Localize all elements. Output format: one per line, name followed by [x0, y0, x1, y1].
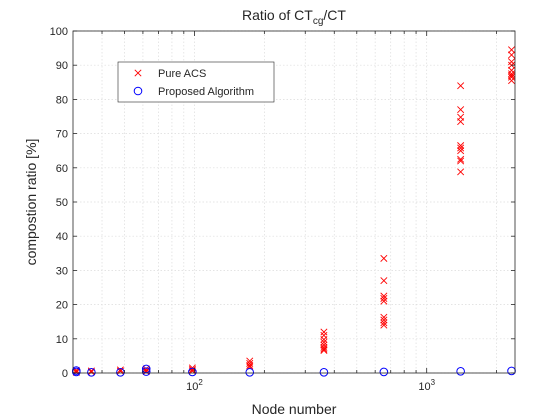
pure-acs-point — [457, 144, 465, 152]
proposed-algorithm-point — [87, 368, 96, 377]
y-tick-label: 70 — [56, 129, 68, 141]
pure-acs-point — [320, 343, 328, 351]
legend-marker-proposed-algorithm — [133, 86, 143, 96]
pure-acs-point — [457, 106, 465, 114]
proposed-algorithm-point — [319, 368, 329, 377]
pure-acs-point — [508, 70, 516, 78]
pure-acs-point — [508, 66, 516, 74]
y-tick-label: 40 — [56, 231, 68, 243]
legend: Pure ACS Proposed Algorithm — [117, 61, 275, 103]
y-tick-label: 100 — [50, 26, 68, 38]
pure-acs-point — [457, 168, 465, 176]
pure-acs-point — [508, 73, 516, 81]
pure-acs-point — [457, 155, 465, 163]
proposed-algorithm-point — [188, 367, 197, 377]
pure-acs-point — [508, 77, 516, 85]
pure-acs-point — [457, 142, 465, 150]
chart-title: Ratio of CTcg/CT — [242, 7, 346, 27]
legend-marker-pure-acs — [134, 69, 142, 77]
pure-acs-point — [508, 71, 516, 79]
y-tick-label: 0 — [62, 368, 68, 380]
pure-acs-point — [508, 46, 516, 54]
pure-acs-point — [320, 346, 328, 354]
pure-acs-point — [116, 366, 124, 374]
pure-acs-point — [380, 316, 388, 324]
y-tick-label: 20 — [56, 300, 68, 312]
legend-x-marker — [134, 69, 142, 77]
y-tick-label: 60 — [56, 163, 68, 175]
pure-acs-point — [320, 345, 328, 353]
pure-acs-point — [380, 294, 388, 302]
pure-acs-point — [380, 313, 388, 321]
y-tick-label: 10 — [56, 334, 68, 346]
pure-acs-point — [142, 365, 150, 373]
y-tick-label: 90 — [56, 60, 68, 72]
legend-o-marker — [133, 86, 143, 96]
y-tick-label: 80 — [56, 94, 68, 106]
pure-acs-point — [508, 51, 516, 59]
axis-ticks: 0 10 20 30 40 50 60 70 80 90 100 102 103 — [50, 26, 515, 393]
x-axis-label: Node number — [252, 401, 337, 417]
x-tick-label: 103 — [418, 378, 435, 393]
legend-box — [117, 61, 275, 103]
pure-acs-point — [87, 368, 95, 376]
proposed-algorithm-point — [141, 367, 151, 376]
proposed-algorithm-point — [379, 367, 389, 377]
proposed-algorithm-point — [456, 366, 465, 376]
pure-acs-point — [457, 157, 465, 165]
pure-acs-point — [457, 118, 465, 126]
pure-acs-point — [142, 368, 150, 376]
proposed-algorithm-point — [72, 366, 81, 375]
pure-acs-point — [457, 147, 465, 155]
y-tick-label: 50 — [56, 197, 68, 209]
pure-acs-point — [246, 361, 254, 369]
legend-label-pure-acs: Pure ACS — [158, 68, 206, 80]
y-tick-label: 30 — [56, 265, 68, 277]
proposed-algorithm-point — [245, 368, 255, 377]
pure-acs-point — [457, 82, 465, 90]
legend-label-proposed-algorithm: Proposed Algorithm — [158, 86, 254, 98]
y-axis-label: compostion ratio [%] — [23, 139, 39, 266]
x-tick-label: 102 — [186, 378, 203, 393]
pure-acs-point — [380, 319, 388, 327]
pure-acs-point — [72, 366, 80, 374]
pure-acs-point — [380, 277, 388, 285]
pure-acs-point — [246, 359, 254, 367]
pure-acs-point — [320, 335, 328, 344]
pure-acs-point — [320, 338, 328, 346]
pure-acs-point — [72, 368, 80, 376]
pure-acs-point — [508, 58, 516, 66]
pure-acs-point — [380, 254, 388, 262]
pure-acs-point — [380, 321, 388, 329]
pure-acs-point — [380, 292, 388, 300]
pure-acs-point — [380, 297, 388, 305]
pure-acs-point — [320, 328, 328, 336]
